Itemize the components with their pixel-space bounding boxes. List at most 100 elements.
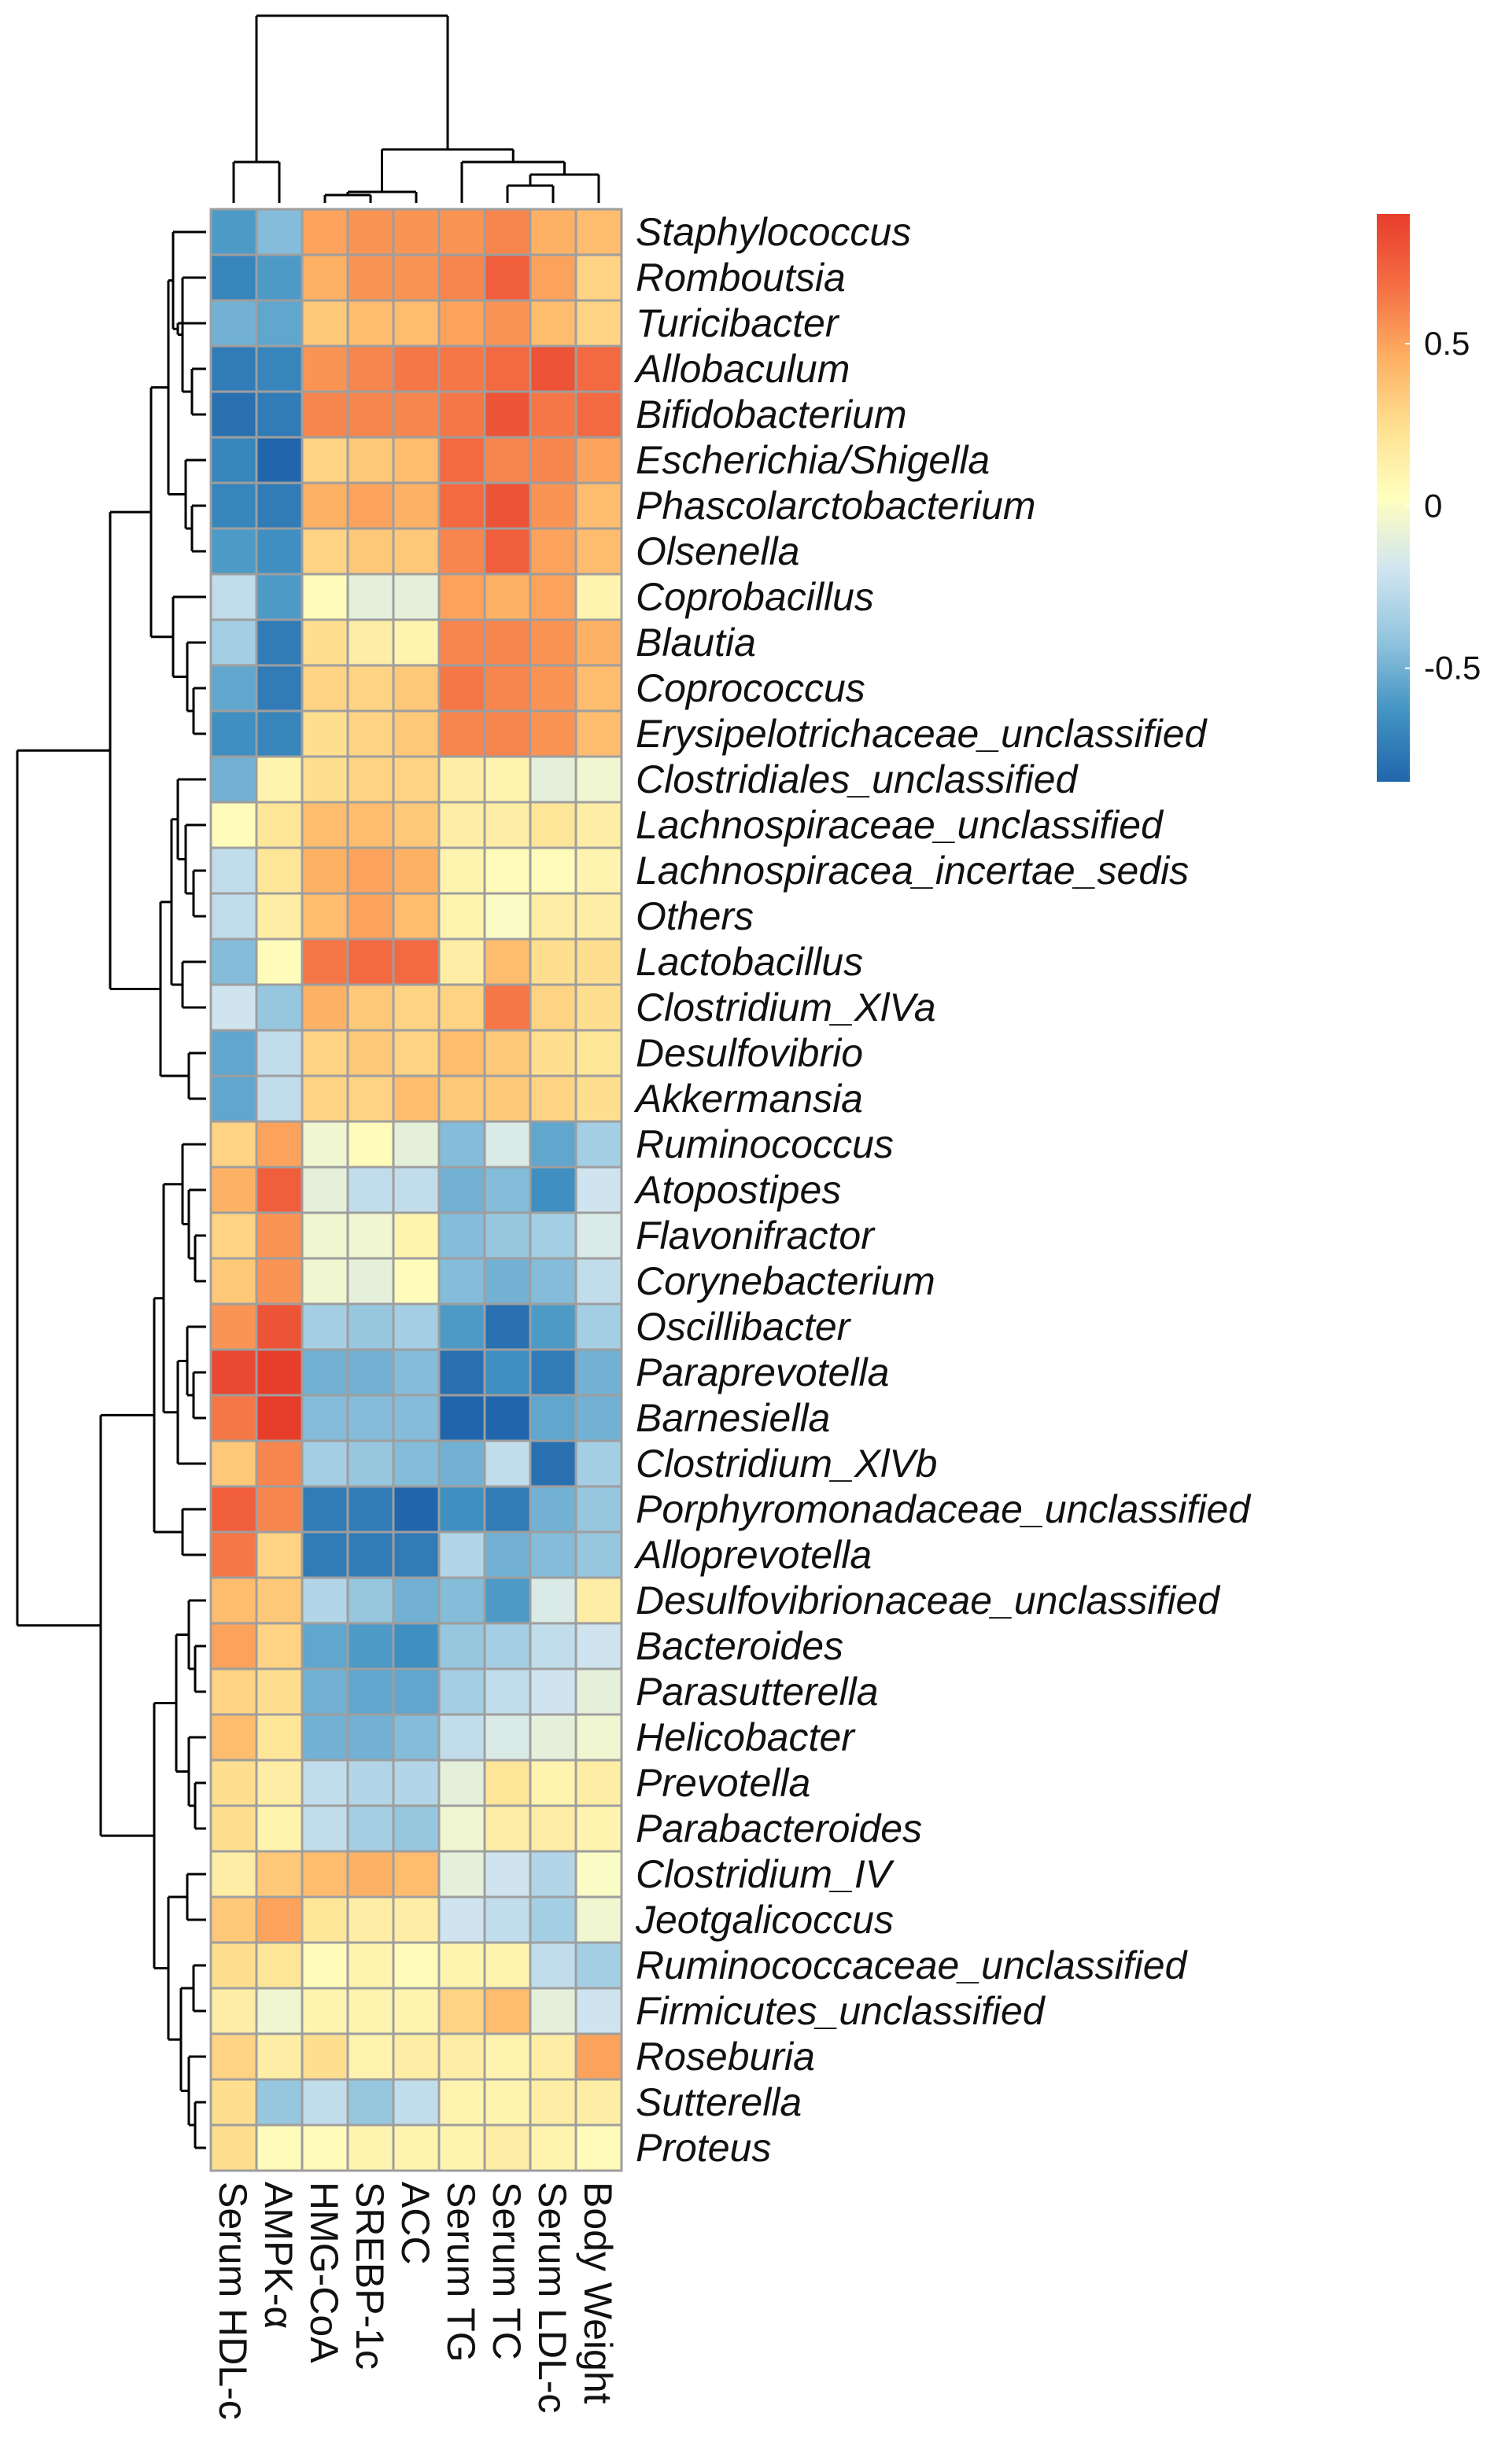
- heatmap-cell: [392, 299, 441, 348]
- heatmap-cell: [209, 573, 258, 621]
- heatmap-cell: [392, 937, 441, 986]
- heatmap-cell: [346, 2032, 395, 2081]
- heatmap-cell: [574, 527, 623, 576]
- heatmap-cell: [483, 2032, 532, 2081]
- heatmap-cell: [255, 983, 304, 1032]
- heatmap-cell: [301, 1074, 349, 1123]
- heatmap-cell: [346, 527, 395, 576]
- row-label: Roseburia: [636, 2035, 815, 2079]
- heatmap-cell: [574, 1211, 623, 1260]
- heatmap-cell: [392, 983, 441, 1032]
- heatmap-cell: [209, 1029, 258, 1077]
- heatmap-cell: [301, 2032, 349, 2081]
- heatmap-cell: [346, 344, 395, 393]
- column-dendrogram: [232, 14, 600, 203]
- heatmap-cell: [529, 1622, 577, 1670]
- heatmap-cell: [346, 208, 395, 256]
- heatmap-cell: [209, 527, 258, 576]
- heatmap-cell: [346, 1530, 395, 1579]
- heatmap-cell: [483, 755, 532, 804]
- heatmap-cell: [392, 1394, 441, 1442]
- heatmap-cell: [483, 253, 532, 302]
- heatmap-cell: [301, 1667, 349, 1716]
- heatmap-cell: [209, 892, 258, 941]
- heatmap-cell: [437, 983, 486, 1032]
- heatmap-cell: [437, 481, 486, 530]
- heatmap-cell: [209, 1166, 258, 1214]
- heatmap-cell: [483, 664, 532, 713]
- heatmap-cell: [574, 664, 623, 713]
- heatmap-cell: [483, 892, 532, 941]
- heatmap-cell: [437, 1439, 486, 1488]
- heatmap-cell: [346, 1257, 395, 1306]
- heatmap-cell: [392, 1439, 441, 1488]
- heatmap-cell: [437, 1895, 486, 1944]
- heatmap-cell: [346, 846, 395, 895]
- heatmap-cell: [209, 481, 258, 530]
- row-label: Bacteroides: [636, 1624, 843, 1668]
- heatmap-cell: [574, 618, 623, 667]
- heatmap-cell: [574, 1302, 623, 1351]
- row-label: Allobaculum: [633, 347, 850, 391]
- row-label: Coprobacillus: [636, 575, 874, 619]
- row-label: Proteus: [636, 2126, 771, 2170]
- heatmap-cell: [209, 664, 258, 713]
- heatmap-cell: [209, 2078, 258, 2127]
- heatmap-cell: [437, 1302, 486, 1351]
- heatmap-cell: [392, 1530, 441, 1579]
- row-label: Desulfovibrionaceae_unclassified: [636, 1578, 1221, 1622]
- heatmap-cell: [209, 2032, 258, 2081]
- heatmap-cell: [483, 1850, 532, 1899]
- heatmap-cell: [346, 1759, 395, 1807]
- heatmap-cell: [209, 1622, 258, 1670]
- heatmap-cell: [255, 1667, 304, 1716]
- heatmap-cell: [209, 1987, 258, 2035]
- heatmap-cell: [255, 1895, 304, 1944]
- row-label: Turicibacter: [636, 301, 840, 345]
- heatmap-cell: [437, 1530, 486, 1579]
- heatmap-cell: [529, 344, 577, 393]
- heatmap-cell: [392, 390, 441, 439]
- heatmap-cell: [346, 253, 395, 302]
- heatmap-cell: [529, 1804, 577, 1853]
- heatmap-cell: [392, 1029, 441, 1077]
- heatmap-cell: [301, 1257, 349, 1306]
- heatmap-cell: [209, 299, 258, 348]
- heatmap-cell: [255, 527, 304, 576]
- heatmap-cell: [529, 846, 577, 895]
- heatmap-cell: [437, 436, 486, 484]
- heatmap-cell: [483, 1257, 532, 1306]
- heatmap-cell: [392, 1759, 441, 1807]
- heatmap-cell: [437, 390, 486, 439]
- column-label: ACC: [393, 2182, 437, 2265]
- heatmap-cell: [483, 1211, 532, 1260]
- heatmap-cell: [529, 1850, 577, 1899]
- heatmap-cell: [346, 1439, 395, 1488]
- heatmap-cell: [392, 2123, 441, 2172]
- heatmap-cell: [574, 2078, 623, 2127]
- heatmap-cell: [529, 208, 577, 256]
- heatmap-cell: [529, 481, 577, 530]
- heatmap-cell: [255, 1987, 304, 2035]
- heatmap-cell: [301, 892, 349, 941]
- row-label: Atopostipes: [633, 1168, 841, 1212]
- heatmap-cell: [483, 1348, 532, 1397]
- heatmap-cell: [529, 983, 577, 1032]
- heatmap-cell: [346, 1485, 395, 1534]
- heatmap-cell: [392, 1667, 441, 1716]
- heatmap-cell: [437, 1576, 486, 1625]
- row-label: Escherichia/Shigella: [636, 438, 990, 482]
- heatmap-cell: [529, 253, 577, 302]
- heatmap-cell: [392, 527, 441, 576]
- heatmap-cell: [392, 1166, 441, 1214]
- heatmap-cell: [346, 1713, 395, 1762]
- heatmap-cell: [209, 344, 258, 393]
- heatmap-cell: [574, 892, 623, 941]
- heatmap-cell: [574, 1439, 623, 1488]
- heatmap-cell: [483, 1713, 532, 1762]
- row-label: Lachnospiracea_incertae_sedis: [636, 849, 1189, 893]
- heatmap-cell: [301, 1804, 349, 1853]
- heatmap-cell: [529, 709, 577, 758]
- heatmap-cell: [392, 1622, 441, 1670]
